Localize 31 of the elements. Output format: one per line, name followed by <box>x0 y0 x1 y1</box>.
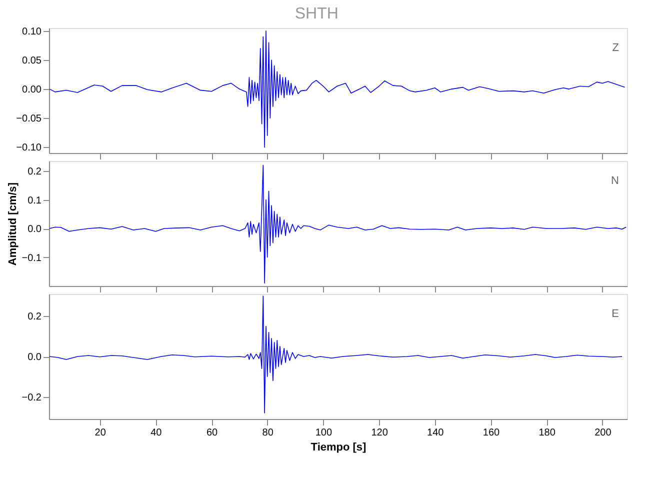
y-tick-label: −0.1 <box>22 252 42 264</box>
line-series <box>49 164 627 284</box>
x-tick-label: 80 <box>262 428 274 438</box>
x-tick-label: 60 <box>206 428 218 438</box>
x-tick-label: 120 <box>371 428 388 438</box>
x-tick-label: 160 <box>482 428 500 438</box>
y-tick-label: −0.10 <box>16 142 42 154</box>
annotation: E <box>612 308 619 320</box>
annotation: N <box>611 175 620 187</box>
annotation: Z <box>612 42 620 54</box>
x-tick-label: 200 <box>594 428 612 438</box>
x-tick-label: 140 <box>427 428 444 438</box>
x-axis-title: Tiempo [s] <box>310 442 367 454</box>
y-tick-label: 0.2 <box>28 312 42 323</box>
x-tick-label: 40 <box>150 428 162 438</box>
y-tick-label: −0.05 <box>16 114 42 125</box>
y-tick-label: 0.1 <box>28 195 42 206</box>
y-tick-label: 0.2 <box>28 166 42 178</box>
y-tick-label: 0.0 <box>28 352 42 363</box>
x-tick-label: 100 <box>315 428 332 438</box>
y-tick-label: 0.0 <box>28 224 42 236</box>
x-tick-label: 180 <box>538 428 556 438</box>
y-tick-label: 0.10 <box>22 26 42 38</box>
y-tick-label: −0.2 <box>22 392 42 404</box>
chart-title: SHTH <box>294 5 338 22</box>
y-axis-title: Amplitud [cm/s] <box>6 182 19 266</box>
y-tick-label: 0.05 <box>22 55 42 66</box>
y-tick-label: 0.00 <box>22 84 42 96</box>
line-series <box>49 30 626 148</box>
x-tick-label: 20 <box>94 428 106 438</box>
line-series <box>49 296 622 414</box>
